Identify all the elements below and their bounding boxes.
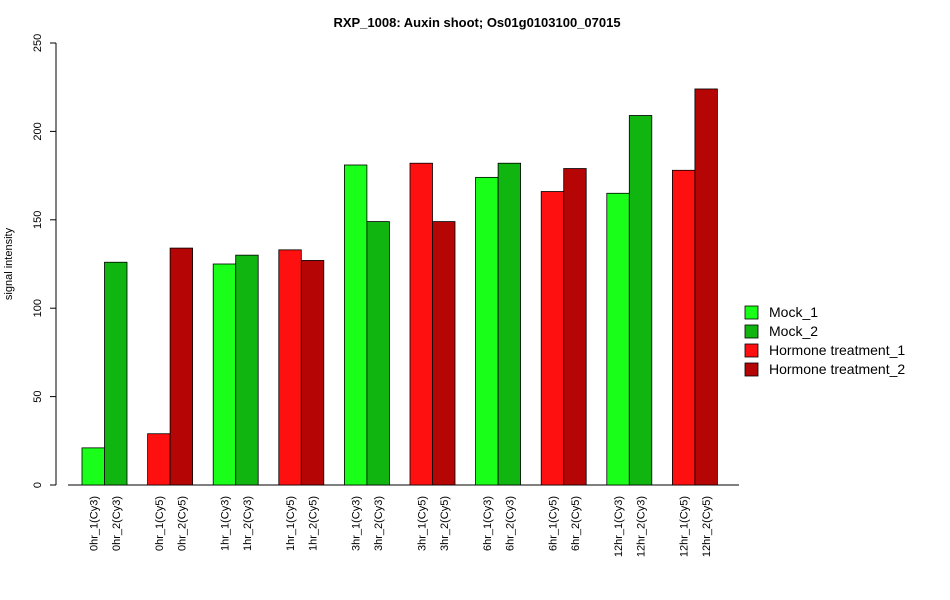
x-tick-label: 0hr_1(Cy3) [88,496,100,551]
bar [343,164,368,486]
y-axis-label: signal intensity [3,227,15,300]
legend-swatch [744,343,759,358]
x-tick-label: 6hr_1(Cy3) [482,496,494,551]
x-tick-label: 3hr_2(Cy5) [439,496,451,551]
x-tick-label: 12hr_2(Cy3) [636,496,648,557]
bars [81,88,718,486]
legend-swatch [744,305,759,320]
legend: Mock_1 Mock_2 Hormone treatment_1 Hormone t… [744,304,905,377]
y-tick-label: 100 [32,299,44,317]
x-tick-label: 12hr_1(Cy3) [613,496,625,557]
bar [628,115,653,486]
x-tick-label: 12hr_2(Cy5) [701,496,713,557]
legend-swatch [744,324,759,339]
legend-label: Hormone treatment_1 [769,342,905,358]
bar [432,221,456,486]
bar [366,221,390,486]
chart-title: RXP_1008: Auxin shoot; Os01g0103100_0701… [333,15,620,30]
bar [540,191,565,486]
bar [147,433,171,486]
x-tick-label: 0hr_2(Cy3) [111,496,123,551]
legend-label: Mock_2 [769,323,818,339]
x-tick-label: 1hr_1(Cy3) [219,496,231,551]
bar [235,254,259,486]
x-axis-labels: 0hr_1(Cy3) 0hr_2(Cy3) 0hr_1(Cy5) 0hr_2(Cy5)… [88,496,713,557]
legend-label: Hormone treatment_2 [769,361,905,377]
bar [104,261,128,486]
bar [81,447,105,486]
bar [497,162,522,486]
legend-label: Mock_1 [769,304,818,320]
bar [475,176,499,486]
bar [606,192,630,486]
x-tick-label: 6hr_1(Cy5) [547,496,559,551]
y-tick-label: 150 [32,211,44,229]
x-tick-label: 3hr_2(Cy3) [373,496,385,551]
x-tick-label: 6hr_2(Cy5) [570,496,582,551]
bar [278,249,302,486]
bar [563,168,587,486]
y-tick-label: 250 [32,34,44,52]
x-tick-label: 3hr_1(Cy5) [416,496,428,551]
y-tick-label: 50 [32,390,44,402]
x-tick-label: 6hr_2(Cy3) [504,496,516,551]
y-tick-label: 0 [32,482,44,488]
bar [212,263,237,486]
x-tick-label: 0hr_2(Cy5) [176,496,188,551]
bar [694,88,718,486]
bar [409,162,433,486]
bar [300,260,325,486]
y-tick-label: 200 [32,122,44,140]
x-tick-label: 12hr_1(Cy5) [679,496,691,557]
x-tick-label: 3hr_1(Cy3) [351,496,363,551]
legend-swatch [744,362,759,377]
bar [169,247,194,486]
x-tick-label: 0hr_1(Cy5) [154,496,166,551]
bar [672,169,696,486]
x-tick-label: 1hr_2(Cy3) [242,496,254,551]
x-tick-label: 1hr_1(Cy5) [285,496,297,551]
x-tick-label: 1hr_2(Cy5) [308,496,320,551]
